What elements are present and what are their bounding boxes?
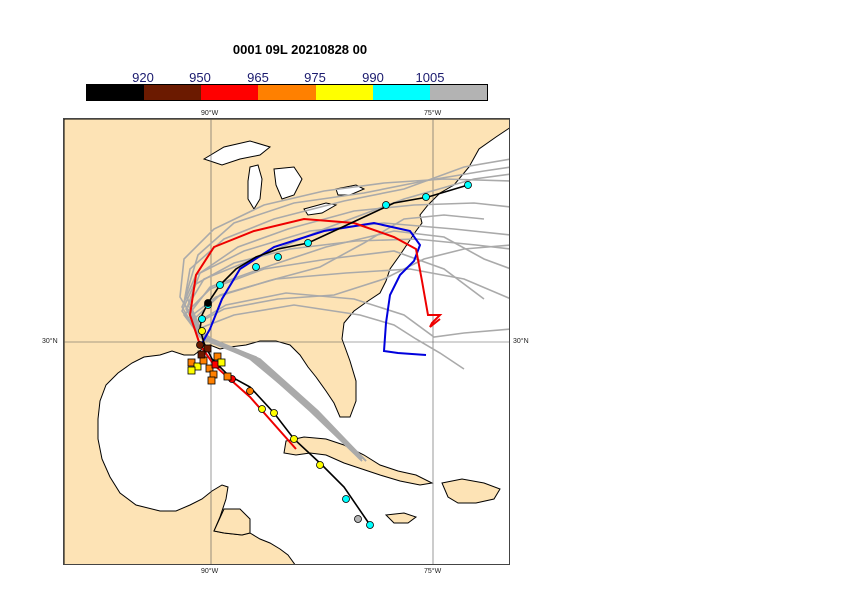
track-points: [196, 181, 472, 529]
colorbar-label-950: 950: [189, 70, 211, 85]
swatch-975-990: [315, 85, 373, 100]
colorbar-label-1005: 1005: [415, 70, 445, 85]
swatch-lt920: [87, 85, 145, 100]
red-track: [188, 217, 443, 450]
hispaniola: [441, 478, 501, 504]
great-lakes: [202, 140, 366, 216]
lon-tick-top-90w: 90°W: [201, 110, 219, 117]
yucatan: [213, 508, 251, 536]
landfall-squares: [187, 344, 232, 385]
lake-erie: [303, 202, 338, 216]
jamaica: [384, 512, 418, 524]
track-map: [63, 118, 510, 565]
lon-tick-bottom-90w: 90°W: [201, 568, 219, 575]
lon-tick-top-75w: 75°W: [424, 110, 442, 117]
colorbar-swatches: [86, 84, 488, 101]
lake-superior: [202, 140, 272, 166]
swatch-965-975: [258, 85, 316, 100]
lon-tick-bottom-75w: 75°W: [424, 568, 442, 575]
lake-ontario: [335, 184, 366, 196]
map-svg: [64, 119, 509, 564]
pressure-colorbar: 920 950 965 975 990 1005: [86, 70, 488, 102]
swatch-990-1005: [372, 85, 430, 100]
colorbar-label-965: 965: [247, 70, 269, 85]
land: [64, 119, 509, 564]
blue-track: [200, 221, 427, 356]
lake-huron: [273, 166, 303, 200]
colorbar-label-975: 975: [304, 70, 326, 85]
lake-michigan: [247, 164, 263, 210]
chart-title: 0001 09L 20210828 00: [232, 42, 368, 57]
lat-tick-left-30n: 30°N: [42, 338, 58, 345]
cuba: [283, 436, 434, 486]
colorbar-labels: 920 950 965 975 990 1005: [86, 70, 488, 85]
swatch-920-950: [144, 85, 202, 100]
colorbar-label-920: 920: [132, 70, 154, 85]
swatch-gt1005: [429, 85, 487, 100]
lat-tick-right-30n: 30°N: [513, 338, 529, 345]
swatch-950-965: [201, 85, 259, 100]
mean-track: [199, 184, 469, 526]
colorbar-label-990: 990: [362, 70, 384, 85]
